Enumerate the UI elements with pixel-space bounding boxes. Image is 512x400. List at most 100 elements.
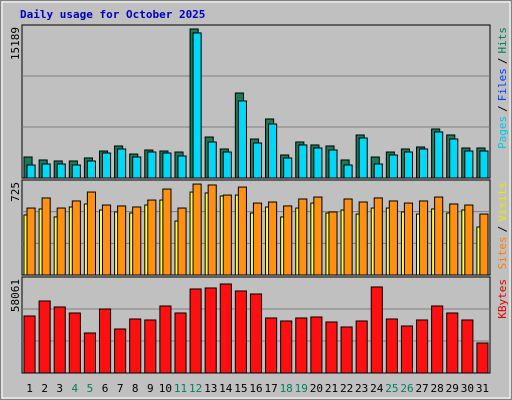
chart-title: Daily usage for October 2025	[20, 8, 205, 21]
bar	[177, 155, 187, 179]
y-tick-label: 725	[9, 182, 22, 202]
bar	[403, 202, 414, 276]
x-tick-label: 31	[476, 382, 489, 395]
bar	[98, 308, 112, 374]
bar	[147, 199, 157, 276]
bar	[343, 164, 353, 179]
bar	[461, 319, 474, 374]
bar	[222, 151, 232, 179]
bar	[207, 141, 217, 179]
bar	[298, 144, 308, 179]
bar	[53, 306, 66, 374]
x-tick-label: 6	[102, 382, 109, 395]
bar	[177, 207, 187, 276]
x-tick-label: 13	[204, 382, 217, 395]
x-tick-label: 27	[415, 382, 428, 395]
bar	[41, 163, 51, 179]
bar	[237, 100, 247, 179]
legend: Pages / Files / Hits	[496, 27, 509, 149]
bar	[237, 186, 247, 276]
bar	[41, 197, 51, 276]
bar	[83, 332, 96, 374]
bar	[192, 32, 202, 179]
bar	[114, 328, 127, 374]
bar	[280, 320, 293, 374]
bar	[268, 201, 278, 276]
x-tick-label: 18	[280, 382, 293, 395]
bar	[416, 319, 429, 374]
bar	[174, 312, 187, 374]
bar	[313, 147, 323, 179]
bar	[449, 138, 459, 179]
bar	[129, 318, 142, 374]
bar	[388, 154, 398, 179]
bar	[117, 148, 127, 179]
bar	[71, 200, 81, 276]
bar	[222, 194, 232, 276]
x-tick-label: 5	[87, 382, 94, 395]
bar	[295, 317, 308, 374]
bar	[265, 317, 278, 374]
bar	[283, 205, 293, 276]
x-tick-label: 21	[325, 382, 338, 395]
bar	[310, 316, 323, 374]
bar	[132, 206, 142, 276]
y-tick-label: 58061	[9, 279, 22, 312]
x-tick-label: 25	[385, 382, 398, 395]
bar	[132, 156, 142, 179]
bar	[434, 196, 444, 276]
x-tick-label: 30	[461, 382, 474, 395]
bar	[325, 321, 338, 374]
bar	[101, 152, 112, 179]
bar	[162, 152, 172, 179]
legend-entry: KBytes	[496, 279, 509, 319]
legend-entry: Hits	[496, 27, 509, 54]
legend-separator: /	[496, 226, 509, 233]
bar	[162, 188, 172, 276]
bar	[23, 315, 36, 374]
x-tick-label: 20	[310, 382, 323, 395]
x-tick-label: 17	[264, 382, 277, 395]
x-tick-label: 9	[147, 382, 154, 395]
legend-entry: Visits	[496, 182, 509, 222]
bar	[268, 123, 278, 179]
bar	[388, 200, 398, 276]
legend-entry: Files	[496, 68, 509, 101]
bar	[144, 319, 157, 374]
x-tick-label: 4	[72, 382, 79, 395]
x-tick-label: 15	[234, 382, 247, 395]
bar	[370, 286, 383, 374]
bar	[464, 150, 474, 179]
bar	[476, 342, 489, 374]
bar	[249, 293, 263, 374]
x-tick-label: 16	[249, 382, 262, 395]
x-tick-label: 28	[431, 382, 444, 395]
bar	[313, 196, 323, 276]
bar	[86, 191, 96, 276]
bar	[159, 305, 172, 374]
x-tick-label: 12	[189, 382, 202, 395]
bar	[204, 287, 217, 374]
x-tick-label: 1	[26, 382, 33, 395]
legend-entry: Sites	[496, 236, 509, 269]
x-tick-label: 3	[56, 382, 63, 395]
legend-separator: /	[496, 58, 509, 65]
x-tick-label: 8	[132, 382, 139, 395]
bar	[252, 142, 263, 179]
bar	[234, 290, 247, 374]
bar	[192, 183, 202, 276]
x-tick-label: 24	[370, 382, 384, 395]
x-tick-label: 14	[219, 382, 233, 395]
bar	[86, 160, 96, 179]
bar	[283, 157, 293, 179]
legend-entry: Pages	[496, 116, 509, 149]
bar	[340, 326, 353, 374]
x-tick-label: 19	[295, 382, 308, 395]
bar	[328, 211, 338, 276]
x-tick-label: 10	[159, 382, 172, 395]
bar	[449, 203, 459, 276]
bar	[355, 320, 368, 374]
bar	[434, 131, 444, 179]
bar	[328, 149, 338, 179]
